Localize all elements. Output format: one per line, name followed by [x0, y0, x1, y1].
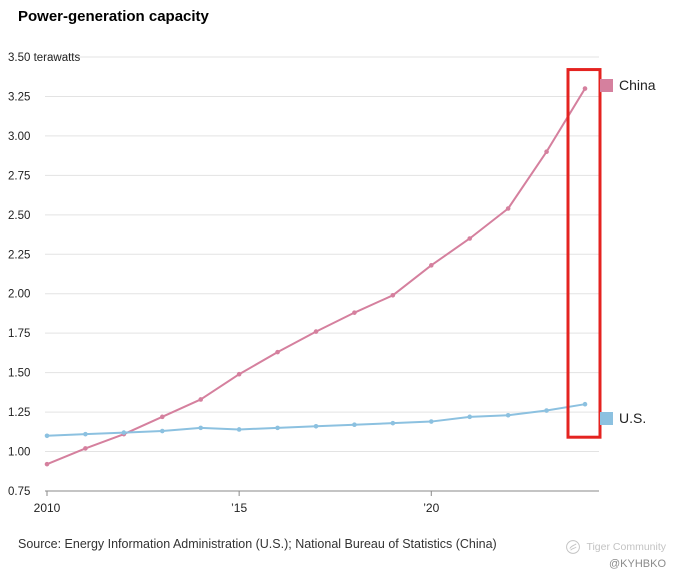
us-point: [313, 423, 319, 429]
china-point: [505, 206, 511, 211]
watermark-brand: Tiger Community: [586, 541, 666, 553]
y-axis-label: 3.50 terawatts: [8, 52, 80, 64]
china-point: [159, 414, 165, 420]
us-point: [428, 419, 434, 424]
us-point: [159, 428, 165, 434]
china-point: [544, 149, 549, 154]
us-point: [505, 412, 511, 418]
y-axis-label: 2.00: [8, 289, 30, 301]
x-axis-label: ’20: [423, 501, 439, 515]
y-axis-label: 3.25: [8, 91, 30, 103]
x-axis-label: ’15: [231, 501, 247, 515]
us-point: [544, 408, 549, 413]
china-point: [467, 236, 473, 241]
y-axis-label: 0.75: [8, 486, 30, 498]
china-point: [275, 349, 280, 355]
us-point: [83, 431, 88, 437]
legend-item-china: China: [600, 77, 656, 93]
y-axis-label: 1.25: [8, 407, 30, 419]
china-point: [390, 293, 396, 298]
us-point: [467, 414, 473, 420]
us-line: [46, 403, 586, 437]
tiger-logo-icon: [566, 540, 581, 554]
highlight-box: [566, 68, 602, 439]
china-line: [46, 88, 586, 466]
china-point: [236, 371, 242, 377]
us-series-swatch-icon: [600, 411, 613, 425]
china-point: [582, 86, 588, 91]
y-axis-label: 2.50: [8, 210, 30, 222]
watermark: Tiger Community @KYHBKO: [565, 539, 666, 570]
us-point: [352, 422, 357, 428]
china-point: [83, 446, 88, 451]
y-axis-label: 1.00: [8, 447, 30, 459]
watermark-handle: @KYHBKO: [608, 558, 666, 570]
y-axis-label: 1.75: [8, 328, 30, 340]
y-axis-label: 1.50: [8, 368, 30, 380]
us-point: [198, 425, 204, 431]
us-point: [275, 425, 280, 431]
chart-title: Power-generation capacity: [18, 8, 209, 25]
legend-label-china: China: [619, 77, 656, 93]
x-axis-label: 2010: [34, 501, 61, 515]
us-point: [236, 427, 242, 432]
china-point: [352, 310, 357, 315]
legend-label-us: U.S.: [619, 410, 647, 426]
us-point: [44, 433, 50, 439]
y-axis-label: 2.25: [8, 249, 30, 261]
us-point: [390, 420, 396, 426]
legend-item-us: U.S.: [600, 410, 646, 426]
y-axis-label: 2.75: [8, 170, 30, 182]
china-point: [428, 263, 434, 268]
source-note: Source: Energy Information Administratio…: [18, 537, 497, 551]
china-point: [198, 397, 204, 402]
china-series-swatch-icon: [600, 78, 613, 92]
us-point: [582, 401, 588, 407]
china-point: [44, 461, 50, 467]
china-point: [313, 329, 319, 334]
us-point: [121, 430, 127, 435]
y-axis-label: 3.00: [8, 131, 30, 143]
